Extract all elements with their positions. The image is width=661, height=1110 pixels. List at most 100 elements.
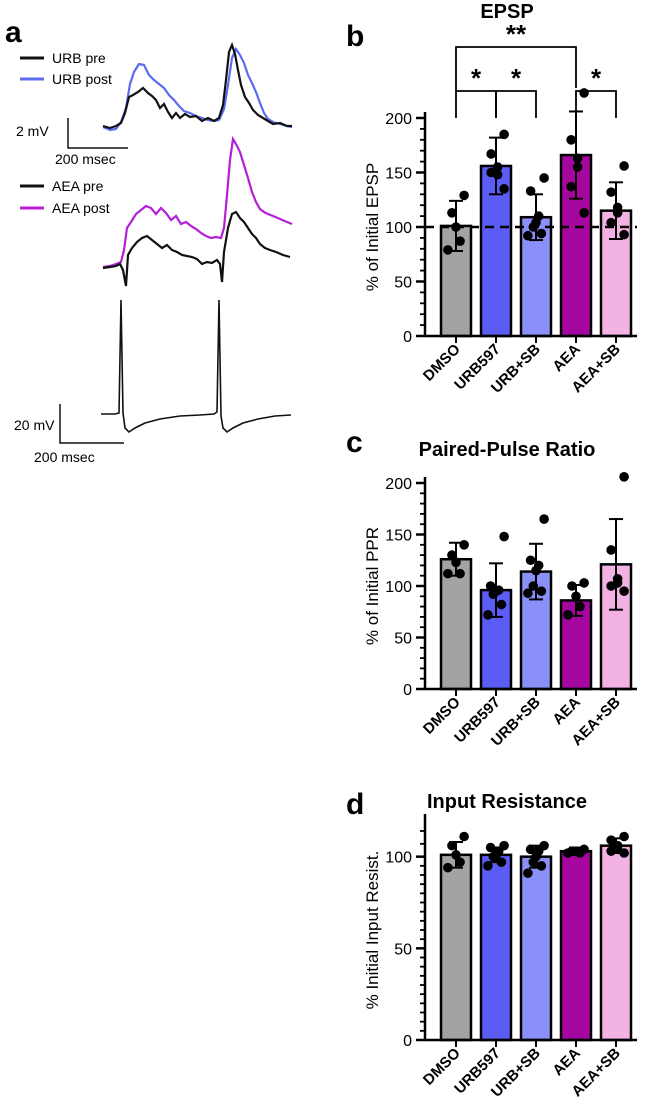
data-point [483,610,493,620]
scale-top-voltage: 2 mV [16,123,49,139]
data-point [563,848,573,858]
data-point [536,861,547,871]
chart-title: EPSP [480,1,533,23]
data-point [499,184,509,194]
legend-label-aea-pre: AEA pre [52,178,104,194]
data-point [499,531,509,542]
chart-title: Paired-Pulse Ratio [419,439,596,461]
data-point [579,88,589,98]
significance-label: * [511,63,522,93]
data-point [485,842,496,853]
data-point [606,545,616,555]
data-point [606,581,616,591]
data-point [488,851,499,862]
y-tick-label: 0 [403,1033,412,1050]
data-point [523,868,533,878]
y-axis-label: % Initial Input Resist. [363,851,382,1010]
panel-letter-d: d [346,788,364,821]
significance-label: ** [506,19,527,49]
scale-bar-top [67,118,128,149]
y-tick-label: 50 [394,631,412,648]
bar-dmso [439,853,473,1042]
data-point [619,229,629,240]
data-point [536,228,547,239]
y-tick-label: 50 [394,941,412,958]
trace-urb-pre [102,41,292,130]
data-point [447,550,457,560]
category-label: AEA [549,1045,584,1080]
y-tick-label: 150 [385,166,412,183]
data-point [523,588,533,599]
bar-urb+sb [519,855,553,1042]
y-tick-label: 0 [403,329,412,346]
data-point [459,540,469,550]
data-point [455,236,465,246]
data-point [612,208,623,218]
trace-action-potentials [101,299,292,434]
y-tick-label: 0 [403,682,412,699]
data-point [486,167,496,178]
scale-bar-bottom [59,404,124,444]
trace-urb-post [102,46,293,132]
data-point [443,568,453,579]
data-point [496,857,507,867]
data-point [447,840,457,851]
data-point [539,173,549,183]
legend-label-aea-post: AEA post [52,200,110,216]
significance-bracket [495,90,537,118]
data-point [459,190,469,201]
bar-aea [559,849,593,1042]
data-point [619,161,629,171]
y-tick-label: 100 [385,579,412,596]
data-point [572,162,583,172]
bar-dmso [439,557,473,691]
data-point [606,217,616,228]
data-point [528,857,539,867]
y-axis-label: % of Initial PPR [363,527,382,645]
data-point [619,848,629,858]
y-axis-label: % of Initial EPSP [363,163,382,292]
panel-letter-b: b [346,20,364,53]
input-resistance-chart: Input Resistance % Initial Input Resist. 0… [363,791,637,1101]
ppr-chart: Paired-Pulse Ratio % of Initial PPR 0 50 100… [363,439,637,750]
data-point [443,245,453,255]
data-point [523,230,533,241]
data-point [579,578,589,588]
epsp-chart: EPSP% of Initial EPSP050100150200DMSOURB… [363,1,637,397]
data-point [606,835,616,845]
significance-bracket [455,46,577,90]
scale-bottom-time: 200 msec [34,449,95,465]
data-point [486,149,496,159]
data-point [579,208,589,218]
chart-title: Input Resistance [427,791,587,813]
legend-label-urb-pre: URB pre [52,50,106,66]
y-tick-label: 100 [385,850,412,867]
data-point [619,831,629,842]
category-label: AEA [549,694,584,729]
bar-urb597 [479,853,513,1042]
data-point [447,208,457,218]
data-point [531,565,541,576]
data-point [567,581,577,591]
data-point [571,591,581,602]
data-point [525,186,536,196]
y-tick-label: 100 [385,220,412,237]
bar-aea [559,153,593,338]
data-point [459,831,469,842]
data-point [528,222,539,232]
data-point [575,848,585,858]
significance-label: * [471,63,482,93]
category-label: AEA [549,341,584,376]
data-point [451,222,461,232]
data-point [566,181,576,192]
data-point [619,586,629,596]
scale-bottom-voltage: 20 mV [14,417,55,433]
panel-a-traces: URB pre URB post 2 mV 200 msec AEA pre A… [14,41,293,465]
y-tick-label: 50 [394,275,412,292]
data-point [566,135,576,145]
significance-bracket [455,90,497,118]
data-point [575,601,585,612]
data-point [496,599,507,610]
panel-letter-c: c [346,426,363,459]
